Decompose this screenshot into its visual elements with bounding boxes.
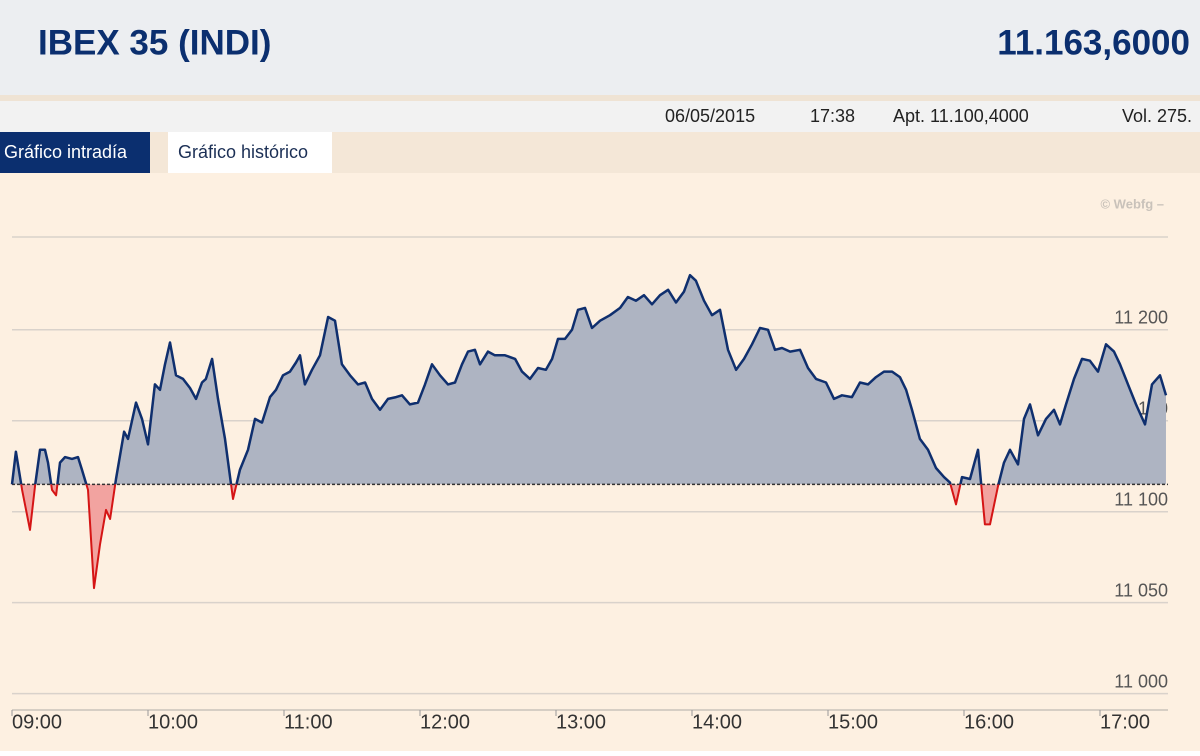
date: 06/05/2015 [665, 106, 755, 126]
x-tick-label: 12:00 [420, 711, 470, 733]
area-above [12, 275, 1166, 485]
x-tick-label: 15:00 [828, 711, 878, 733]
line-above [10, 273, 1168, 485]
y-tick-label: 11 200 [1114, 308, 1168, 328]
header-rule [0, 95, 1200, 101]
info-bar [0, 101, 1200, 132]
volume: Vol. 275. [1122, 106, 1192, 126]
tab[interactable] [168, 132, 332, 173]
time: 17:38 [810, 106, 855, 126]
price: 11.163,6000 [997, 23, 1190, 62]
y-tick-label: 11 050 [1114, 580, 1168, 600]
y-tick-label: 11 000 [1114, 671, 1168, 691]
x-tick-label: 14:00 [692, 711, 742, 733]
header-bar [0, 0, 1200, 95]
tab-active[interactable] [0, 132, 150, 173]
x-tick-label: 09:00 [12, 711, 62, 733]
open: Apt. 11.100,4000 [893, 106, 1029, 126]
x-tick-label: 11:00 [284, 711, 333, 733]
x-tick-label: 16:00 [964, 711, 1014, 733]
x-tick-label: 10:00 [148, 711, 198, 733]
y-tick-label: 11 100 [1114, 489, 1168, 509]
watermark: © Webfg – [1100, 196, 1164, 211]
x-tick-label: 13:00 [556, 711, 606, 733]
tab-label[interactable]: Gráfico histórico [178, 142, 308, 162]
title: IBEX 35 (INDI) [38, 23, 271, 62]
x-tick-label: 17:00 [1100, 711, 1150, 733]
tab-label[interactable]: Gráfico intradía [4, 142, 128, 162]
